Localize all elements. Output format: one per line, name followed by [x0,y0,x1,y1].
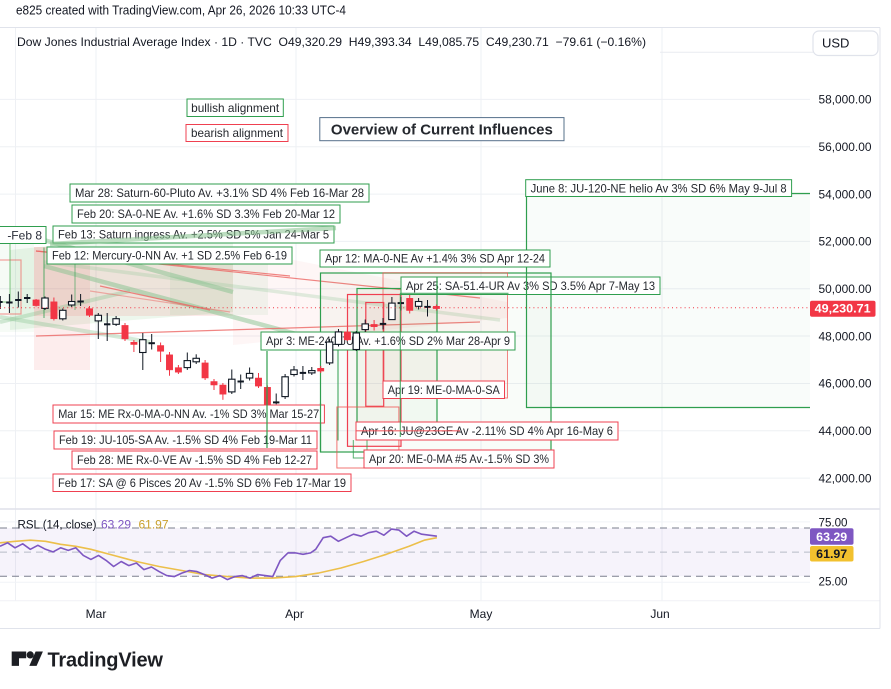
svg-text:54,000.00: 54,000.00 [819,189,872,201]
svg-text:Mar 28: Saturn-60-Pluto Av. +3: Mar 28: Saturn-60-Pluto Av. +3.1% SD 4% … [75,186,364,200]
svg-text:Overview of Current Influences: Overview of Current Influences [331,122,553,138]
svg-text:46,000.00: 46,000.00 [819,379,872,391]
svg-text:Feb 17: SA @ 6 Pisces 20 Av -1: Feb 17: SA @ 6 Pisces 20 Av -1.5% SD 6% … [58,476,346,490]
svg-text:Apr 16: JU@23GE Av -2.11% SD 4: Apr 16: JU@23GE Av -2.11% SD 4% Apr 16-M… [361,424,613,438]
svg-text:RSL (14, close): RSL (14, close) [18,520,97,532]
svg-text:Apr 12: MA-0-NE Av +1.4% 3% SD: Apr 12: MA-0-NE Av +1.4% 3% SD Apr 12-24 [325,252,545,266]
svg-text:May: May [470,607,493,621]
svg-text:e825 created with TradingView.: e825 created with TradingView.com, Apr 2… [16,4,346,18]
svg-text:44,000.00: 44,000.00 [819,426,872,438]
svg-text:Mar: Mar [86,607,107,621]
svg-text:Apr 20: ME-0-MA #5 Av.-1.5% SD: Apr 20: ME-0-MA #5 Av.-1.5% SD 3% [369,452,549,466]
svg-text:Dow Jones Industrial Average I: Dow Jones Industrial Average Index · 1D … [17,35,646,49]
svg-text:48,000.00: 48,000.00 [819,331,872,343]
svg-text:Feb 12: Mercury-0-NN Av. +1 SD: Feb 12: Mercury-0-NN Av. +1 SD 2.5% Feb … [52,249,287,263]
svg-text:Mar 15: ME Rx-0-MA-0-NN Av. -1: Mar 15: ME Rx-0-MA-0-NN Av. -1% SD 3% Ma… [58,407,319,421]
svg-text:63.29: 63.29 [816,530,847,544]
svg-text:52,000.00: 52,000.00 [819,237,872,249]
svg-text:TradingView: TradingView [48,650,164,672]
svg-text:50,000.00: 50,000.00 [819,284,872,296]
svg-text:Feb 20: SA-0-NE Av. +1.6% SD 3: Feb 20: SA-0-NE Av. +1.6% SD 3.3% Feb 20… [77,207,335,221]
svg-text:Jun: Jun [650,607,669,621]
svg-text:58,000.00: 58,000.00 [819,95,872,107]
svg-text:Apr: Apr [285,607,304,621]
svg-text:June 8: JU-120-NE helio Av 3%: June 8: JU-120-NE helio Av 3% SD 6% May … [531,181,787,195]
svg-text:49,230.71: 49,230.71 [815,302,871,316]
svg-text:USD: USD [822,36,849,51]
svg-text:42,000.00: 42,000.00 [819,473,872,485]
svg-text:bullish alignment: bullish alignment [191,101,280,115]
svg-text:Feb 19: JU-105-SA Av. -1.5% SD: Feb 19: JU-105-SA Av. -1.5% SD 4% Feb 19… [59,433,312,447]
svg-text:25.00: 25.00 [819,576,848,588]
svg-text:Apr 25: SA-51.4-UR Av 3% SD 3.: Apr 25: SA-51.4-UR Av 3% SD 3.5% Apr 7-M… [406,279,655,293]
svg-text:Apr 19: ME-0-MA-0-SA: Apr 19: ME-0-MA-0-SA [388,383,500,397]
svg-text:63.29: 63.29 [101,520,131,532]
svg-text:61.97: 61.97 [139,520,169,532]
svg-text:56,000.00: 56,000.00 [819,142,872,154]
svg-text:75.00: 75.00 [819,517,848,529]
svg-text:Apr 3: ME-240-JU Av. +1.6% SD: Apr 3: ME-240-JU Av. +1.6% SD 2% Mar 28-… [266,334,510,348]
svg-text:bearish alignment: bearish alignment [191,126,284,140]
svg-text:Feb 28: ME Rx-0-VE Av -1.5% SD: Feb 28: ME Rx-0-VE Av -1.5% SD 4% Feb 12… [77,453,312,467]
svg-text:61.97: 61.97 [816,547,847,561]
svg-text:-Feb 8: -Feb 8 [7,228,42,242]
